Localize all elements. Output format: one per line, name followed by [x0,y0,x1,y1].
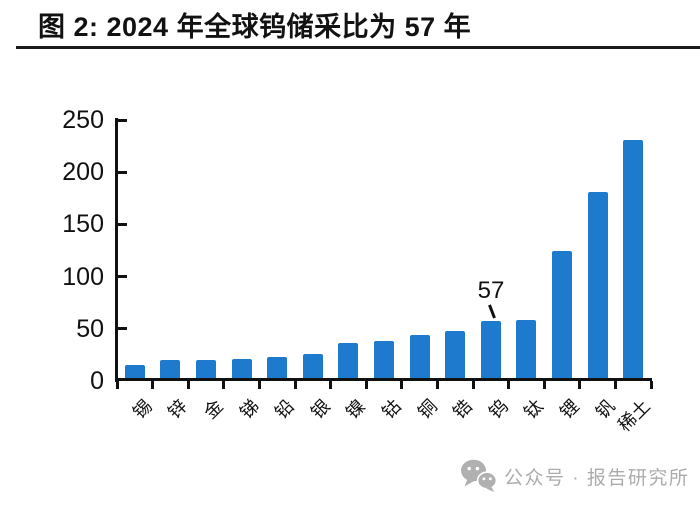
x-tick-label: 钛 [520,395,548,423]
y-tick-mark [118,327,127,331]
x-tick-mark [151,381,155,389]
bar-铜 [409,335,430,381]
y-tick-mark [118,222,127,226]
bar-钴 [374,341,394,381]
y-tick-mark [118,170,127,174]
x-tick-mark [364,381,368,389]
x-tick-mark [257,381,261,389]
x-tick-mark [400,381,404,389]
x-tick-label: 稀土 [614,395,655,436]
bar-钨 [480,321,501,381]
wechat-icon [461,459,497,492]
watermark: 公众号 · 报告研究所 [460,459,689,493]
x-tick-label: 锑 [235,395,263,423]
x-tick-mark [186,381,190,389]
y-tick-mark [118,118,127,122]
y-tick-label: 100 [62,262,104,291]
x-tick-label: 铅 [271,395,299,423]
x-tick-mark [471,381,475,389]
figure-title: 图 2: 2024 年全球钨储采比为 57 年 [38,12,472,42]
y-tick-label: 50 [76,314,104,343]
x-tick-label: 锌 [164,395,192,423]
x-tick-mark [435,381,439,389]
x-tick-mark [329,381,333,389]
y-axis-line [115,118,118,382]
x-axis-line [115,378,652,381]
x-tick-label: 银 [306,395,334,423]
x-tick-mark [542,381,546,389]
x-tick-label: 锆 [449,395,477,423]
bar-锂 [552,250,572,381]
x-tick-label: 镍 [342,395,370,423]
bar-锆 [445,330,466,381]
x-tick-mark [115,381,119,389]
bar-金 [196,360,216,381]
watermark-text: 公众号 · 报告研究所 [504,467,690,489]
bar-稀土 [623,139,644,381]
x-tick-mark [578,381,582,389]
y-tick-label: 250 [62,106,104,134]
x-tick-mark [293,381,297,389]
x-tick-mark [649,381,653,389]
bar-锡 [124,365,145,381]
bar-钒 [587,192,608,381]
y-tick-label: 200 [62,158,104,187]
y-tick-mark [118,275,127,279]
x-tick-label: 钴 [378,395,405,423]
bar-value-annotation: 57 [477,277,505,304]
annotation-leader-line [488,304,496,319]
bar-银 [302,353,323,381]
bar-镍 [338,343,359,381]
title-underline [16,46,700,49]
bar-锑 [231,359,252,381]
x-tick-label: 铜 [413,395,441,423]
x-tick-label: 钨 [484,395,512,423]
x-tick-mark [507,381,511,389]
x-tick-mark [222,381,226,389]
bar-钛 [516,320,537,381]
bar-铅 [267,356,288,381]
y-tick-label: 150 [62,210,104,239]
x-tick-label: 锂 [556,395,583,423]
x-tick-label: 锡 [128,395,156,423]
bar-锌 [160,360,181,381]
x-tick-label: 金 [200,395,227,423]
x-tick-mark [613,381,617,389]
y-tick-label: 0 [90,367,104,395]
